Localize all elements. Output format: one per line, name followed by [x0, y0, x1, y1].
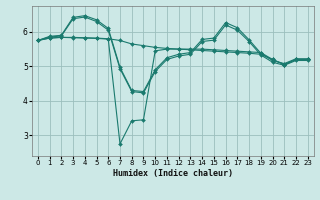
X-axis label: Humidex (Indice chaleur): Humidex (Indice chaleur): [113, 169, 233, 178]
